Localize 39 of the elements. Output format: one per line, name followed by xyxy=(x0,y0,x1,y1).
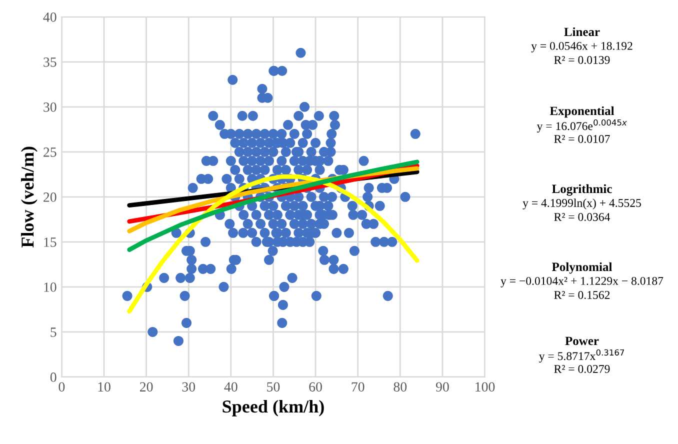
y-tick-label: 10 xyxy=(44,282,56,292)
x-tick-label: 10 xyxy=(98,382,110,392)
line-series xyxy=(127,174,420,314)
text: y = 5.8717x$^{0.3167}$ xyxy=(538,349,624,363)
x-tick-label: 70 xyxy=(352,382,364,392)
x-tick-label: 100 xyxy=(476,382,495,392)
text: y = 4.1999ln(x) + 4.5525 xyxy=(522,198,641,210)
text: y = 16.076e$^{0.0045x}$ xyxy=(536,119,627,133)
y-tick-label: 0 xyxy=(50,372,56,382)
y-tick-label: 20 xyxy=(44,192,56,202)
x-tick-label: 90 xyxy=(436,382,449,392)
x-axis-title: Speed (km/h) xyxy=(222,400,324,416)
text: R² = 0.0279 xyxy=(554,364,610,374)
x-tick-label: 30 xyxy=(182,382,196,392)
x-tick-label: 80 xyxy=(394,382,407,392)
text: y = −0.0104x² + 1.1229x − 8.0187 xyxy=(500,276,664,288)
text: R² = 0.1562 xyxy=(554,290,610,300)
text: Linear xyxy=(564,27,600,36)
x-tick-label: 20 xyxy=(140,382,153,392)
x-tick-label: 0 xyxy=(58,382,65,392)
text: R² = 0.0107 xyxy=(554,134,610,144)
y-tick-label: 35 xyxy=(44,58,56,67)
x-tick-label: 60 xyxy=(309,382,322,392)
text: Polynomial xyxy=(552,262,612,274)
y-tick-label: 25 xyxy=(44,148,56,157)
y-tick-label: 40 xyxy=(43,12,56,22)
text: Power xyxy=(565,336,599,346)
line-series xyxy=(127,160,420,252)
x-tick-label: 50 xyxy=(267,382,280,392)
text: Logrithmic xyxy=(552,184,612,196)
x-tick-label: 40 xyxy=(224,382,238,392)
text: y = 0.0546x + 18.192 xyxy=(531,42,632,52)
y-tick-label: 30 xyxy=(44,102,56,112)
text: R² = 0.0364 xyxy=(554,212,610,222)
y-tick-label: 5 xyxy=(50,328,56,337)
text: Exponential xyxy=(550,106,614,118)
y-tick-label: 15 xyxy=(44,238,56,247)
y-axis-title: Flow (veh/m) xyxy=(21,146,38,248)
text: R² = 0.0139 xyxy=(554,56,610,64)
